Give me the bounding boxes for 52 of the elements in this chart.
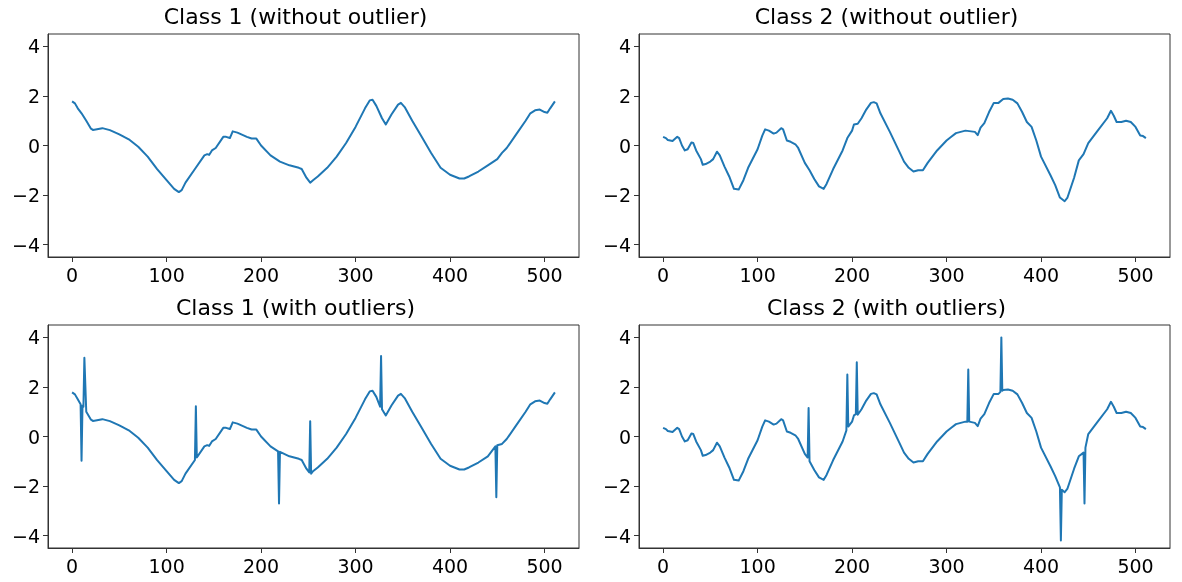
y-tick-label: −2 (602, 184, 631, 207)
line-series (662, 97, 1147, 203)
x-tick-label: 400 (1022, 554, 1060, 577)
chart-title: Class 2 (with outliers) (767, 294, 1006, 320)
y-tick-label: 2 (27, 375, 40, 398)
x-tick-label: 200 (242, 263, 280, 286)
x-tick-label: 0 (66, 554, 79, 577)
x-tick-label: 300 (928, 554, 965, 577)
x-tick-label: 500 (1117, 263, 1154, 286)
x-tick-label: 300 (337, 554, 374, 577)
y-tick-label: 2 (618, 84, 631, 107)
x-tick-label: 100 (739, 263, 776, 286)
chart-title: Class 1 (with outliers) (176, 294, 415, 320)
y-tick-label: 4 (618, 326, 631, 349)
y-tick-label: 4 (27, 35, 40, 58)
y-tick-label: 2 (618, 375, 631, 398)
y-tick-label: −4 (602, 233, 631, 256)
x-tick-label: 200 (242, 554, 280, 577)
x-tick-label: 100 (148, 263, 185, 286)
x-tick-label: 500 (1117, 554, 1154, 577)
x-tick-label: 300 (337, 263, 374, 286)
y-tick-label: 4 (618, 35, 631, 58)
y-tick-label: −2 (11, 184, 40, 207)
x-tick-label: 0 (66, 263, 79, 286)
x-tick-label: 0 (657, 263, 670, 286)
x-tick-label: 400 (431, 263, 469, 286)
line-series (662, 336, 1147, 542)
x-tick-label: 300 (928, 263, 965, 286)
y-tick-label: −2 (11, 475, 40, 498)
y-tick-label: 2 (27, 84, 40, 107)
chart-title: Class 1 (without outlier) (163, 3, 428, 29)
x-tick-label: 400 (431, 554, 469, 577)
y-tick-label: −4 (11, 233, 40, 256)
y-tick-label: −4 (602, 524, 631, 547)
x-tick-label: 200 (833, 554, 871, 577)
x-tick-label: 400 (1022, 263, 1060, 286)
y-tick-label: 4 (27, 326, 40, 349)
y-tick-label: 0 (27, 134, 40, 157)
line-series (71, 354, 556, 505)
y-tick-label: 0 (618, 134, 631, 157)
x-tick-label: 0 (657, 554, 670, 577)
x-tick-label: 100 (148, 554, 185, 577)
x-tick-label: 200 (833, 263, 871, 286)
y-tick-label: −2 (602, 475, 631, 498)
y-tick-label: −4 (11, 524, 40, 547)
x-tick-label: 500 (526, 554, 563, 577)
y-tick-label: 0 (618, 425, 631, 448)
chart-title: Class 2 (without outlier) (754, 3, 1019, 29)
line-series (71, 98, 556, 194)
x-tick-label: 500 (526, 263, 563, 286)
x-tick-label: 100 (739, 554, 776, 577)
y-tick-label: 0 (27, 425, 40, 448)
